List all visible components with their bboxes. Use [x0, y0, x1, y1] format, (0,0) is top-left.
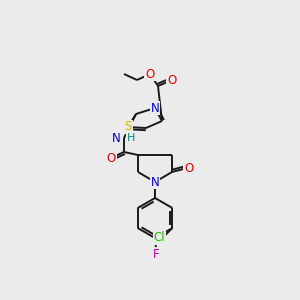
Text: F: F [153, 248, 160, 260]
Text: O: O [146, 68, 154, 80]
Text: N: N [151, 176, 159, 188]
Text: O: O [106, 152, 116, 164]
Text: S: S [124, 121, 132, 134]
Text: H: H [127, 133, 135, 143]
Text: N: N [151, 101, 159, 115]
Text: O: O [184, 161, 194, 175]
Text: O: O [167, 74, 177, 86]
Text: N: N [112, 131, 121, 145]
Text: Cl: Cl [154, 231, 165, 244]
